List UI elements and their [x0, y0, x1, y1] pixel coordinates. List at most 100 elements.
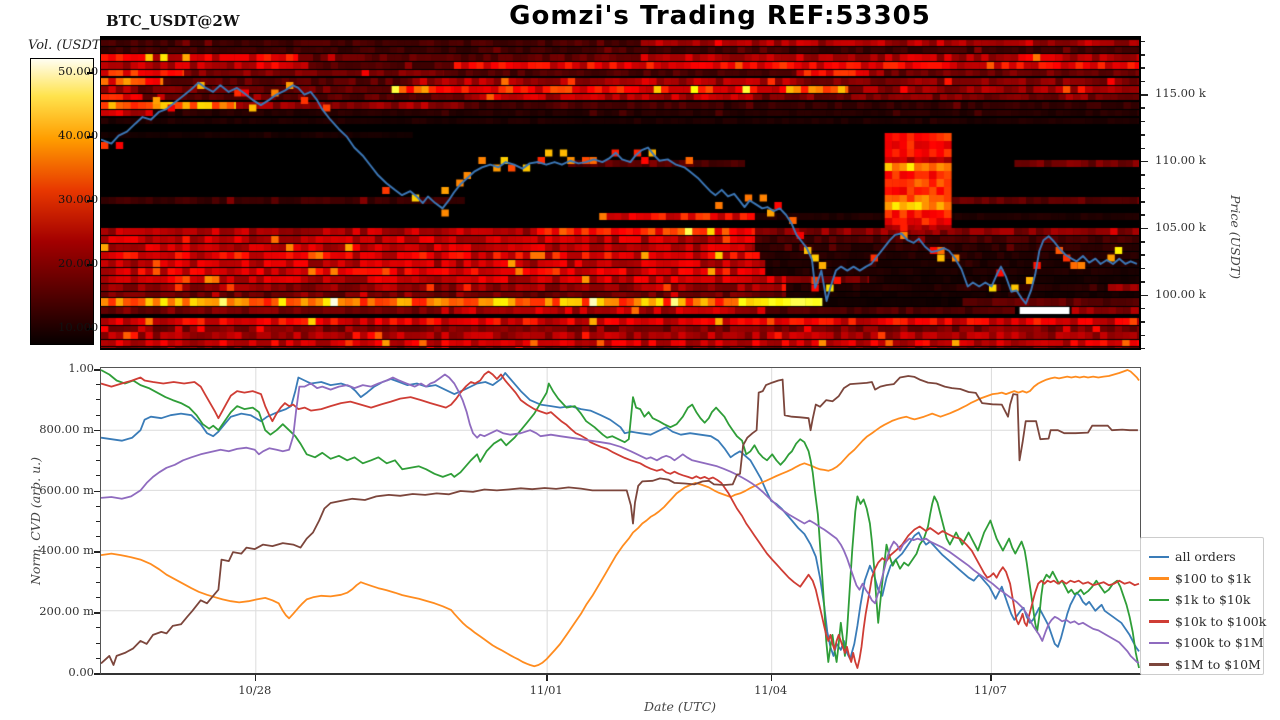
price-tick [1141, 160, 1148, 163]
price-tick-label: 105.00 k [1155, 219, 1206, 234]
price-tick [1141, 174, 1145, 176]
price-tick [1141, 214, 1145, 216]
date-tick [546, 675, 548, 681]
legend-item[interactable]: $1k to $10k [1149, 589, 1257, 611]
legend-label: $10k to $100k [1175, 613, 1267, 629]
cvd-minor-tick [96, 399, 100, 401]
price-tick [1141, 254, 1145, 256]
cvd-tick-label: 800.00 m [39, 421, 94, 436]
colorbar-tick-label: 40.000 M [58, 128, 114, 142]
cvd-tick [94, 429, 100, 432]
legend-label: $100k to $1M [1175, 635, 1264, 651]
legend-swatch-icon [1149, 555, 1169, 558]
price-tick [1141, 187, 1145, 190]
cvd-minor-tick [96, 627, 100, 629]
date-tick-label: 11/04 [754, 683, 788, 697]
price-tick [1141, 94, 1148, 96]
cvd-tick [94, 612, 100, 614]
legend-box[interactable]: all orders $100 to $1k $1k to $10k $10k to … [1140, 537, 1266, 676]
price-tick [1141, 241, 1145, 243]
price-tick [1141, 347, 1145, 350]
colorbar-tick-label: 10.000 M [58, 320, 114, 334]
cvd-tick-label: 0.00 [68, 665, 94, 679]
colorbar-tick [87, 136, 94, 138]
colorbar-tick [87, 72, 94, 74]
price-tick [1141, 294, 1148, 297]
cvd-minor-tick [96, 505, 100, 507]
cvd-minor-tick [96, 460, 100, 462]
cvd-series--10k-to-100k [101, 370, 1140, 669]
legend-swatch-icon [1149, 598, 1169, 601]
cvd-minor-tick [96, 445, 100, 446]
cvd-tick [94, 369, 100, 371]
price-tick [1141, 307, 1145, 310]
legend-swatch-icon [1149, 620, 1169, 623]
cvd-minor-tick [96, 521, 100, 522]
price-tick [1141, 227, 1148, 230]
legend-item[interactable]: $10k to $100k [1149, 611, 1266, 633]
colorbar-tick [87, 264, 94, 266]
cvd-series--100k-to-1M [101, 373, 1140, 664]
cvd-lines-plot[interactable] [101, 368, 1140, 673]
cvd-minor-tick [96, 414, 100, 416]
cvd-axis-label: Norm. CVD (arb. u.) [28, 457, 43, 585]
date-tick [770, 675, 773, 681]
date-tick [990, 675, 992, 681]
price-tick [1141, 267, 1145, 270]
legend-item[interactable]: $100k to $1M [1149, 632, 1264, 654]
cvd-tick-label: 1.00 [68, 361, 94, 375]
cvd-minor-tick [96, 597, 100, 598]
cvd-tick-label: 200.00 m [39, 604, 94, 619]
cvd-chart-panel[interactable] [100, 367, 1141, 675]
cvd-series--100-to-1k [101, 369, 1140, 668]
price-tick [1141, 147, 1145, 150]
cvd-minor-tick [96, 566, 100, 568]
symbol-label: BTC_USDT@2W [106, 12, 240, 30]
date-tick-label: 11/07 [973, 683, 1007, 697]
legend-item[interactable]: $1M to $10M [1149, 654, 1261, 676]
price-tick [1141, 201, 1145, 203]
colorbar-title: Vol. (USDT) [28, 38, 106, 53]
price-tick [1141, 334, 1145, 337]
legend-swatch-icon [1149, 641, 1169, 644]
price-heatmap-panel[interactable] [100, 36, 1141, 350]
price-tick [1141, 40, 1145, 43]
date-tick-label: 11/01 [529, 683, 563, 697]
legend-label: $1k to $10k [1175, 592, 1251, 608]
legend-swatch-icon [1149, 663, 1169, 666]
legend-label: all orders [1175, 549, 1236, 565]
cvd-tick [94, 673, 100, 675]
price-tick-label: 100.00 k [1155, 286, 1206, 301]
colorbar-tick-label: 30.000 M [58, 192, 114, 206]
page-title: Gomzi's Trading REF:53305 [509, 1, 931, 31]
price-tick [1141, 120, 1145, 123]
legend-label: $100 to $1k [1175, 570, 1251, 586]
price-tick [1141, 67, 1145, 69]
colorbar-tick [87, 200, 94, 202]
volume-colorbar [30, 58, 94, 345]
price-tick [1141, 107, 1145, 109]
price-tick-label: 110.00 k [1155, 152, 1206, 167]
legend-item[interactable]: all orders [1149, 546, 1257, 568]
price-tick [1141, 134, 1145, 136]
cvd-series-all-orders [101, 372, 1140, 660]
cvd-tick-label: 600.00 m [39, 482, 94, 497]
colorbar-tick [87, 328, 94, 330]
cvd-tick-label: 400.00 m [39, 543, 94, 558]
legend-item[interactable]: $100 to $1k [1149, 568, 1257, 590]
cvd-tick [94, 490, 100, 493]
volume-heatmap-canvas[interactable] [101, 37, 1139, 348]
legend-label: $1M to $10M [1175, 656, 1261, 672]
price-tick [1141, 80, 1145, 83]
cvd-minor-tick [96, 581, 100, 583]
price-axis-label: Price (USDT) [1228, 195, 1243, 279]
colorbar-tick-label: 20.000 M [58, 256, 114, 270]
price-tick [1141, 54, 1145, 56]
cvd-minor-tick [96, 475, 100, 477]
price-tick-label: 115.00 k [1155, 86, 1206, 101]
cvd-series--1k-to-10k [101, 369, 1140, 669]
colorbar-tick-label: 50.000 M [58, 64, 114, 78]
date-tick-label: 10/28 [238, 683, 272, 697]
cvd-minor-tick [96, 536, 100, 538]
